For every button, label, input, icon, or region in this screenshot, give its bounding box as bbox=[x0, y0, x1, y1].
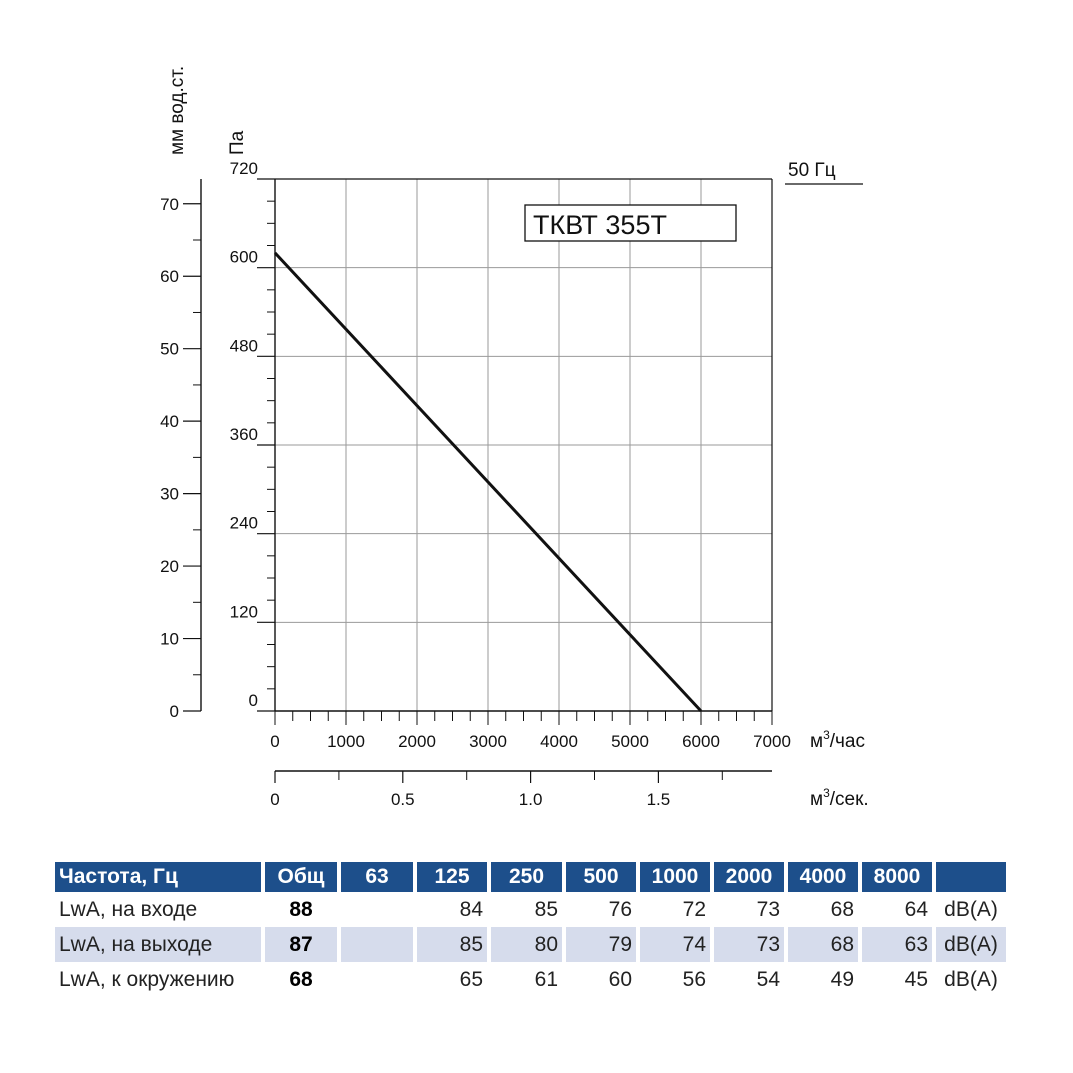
table-row: LwA, к окружению 68 65 61 60 56 54 49 45… bbox=[55, 962, 1006, 997]
model-label: ТКВТ 355Т bbox=[533, 210, 667, 240]
y-pa-unit-label: Па bbox=[227, 130, 248, 155]
y-left-tick-label: 30 bbox=[160, 485, 179, 504]
header-250: 250 bbox=[491, 862, 562, 892]
row-value: 45 bbox=[904, 967, 928, 991]
x-tick-label: 6000 bbox=[682, 732, 720, 751]
y-left-unit-label: мм вод.ст. bbox=[167, 66, 188, 155]
x2-tick-label: 1.5 bbox=[647, 790, 671, 809]
row-value bbox=[341, 892, 413, 927]
table-header-row: Частота, Гц Общ 63 125 250 500 1000 2000… bbox=[55, 862, 1006, 892]
row-unit: dB(A) bbox=[944, 897, 998, 921]
chart-labels: 0 1000 2000 3000 4000 5000 6000 700001202403604… bbox=[160, 159, 791, 809]
x-unit-label: м3/час bbox=[810, 728, 865, 752]
row-value: 76 bbox=[608, 897, 632, 921]
chart-axes bbox=[183, 178, 773, 783]
header-unit bbox=[936, 862, 1006, 892]
row-value: 68 bbox=[788, 927, 858, 962]
row-value: 74 bbox=[640, 927, 710, 962]
y-pa-tick-label: 240 bbox=[230, 514, 258, 533]
table-row: LwA, на выходе 87 85 80 79 74 73 68 63 d… bbox=[55, 927, 1006, 962]
y-left-tick-label: 50 bbox=[160, 340, 179, 359]
row-value bbox=[341, 962, 413, 997]
series-line bbox=[273, 251, 703, 713]
x2-tick-label: 0.5 bbox=[391, 790, 415, 809]
x-tick-label: 5000 bbox=[611, 732, 649, 751]
x-tick-label: 1000 bbox=[327, 732, 365, 751]
performance-curve bbox=[273, 251, 703, 713]
row-unit: dB(A) bbox=[936, 927, 1006, 962]
x-tick-label: 7000 bbox=[753, 732, 791, 751]
y-pa-tick-label: 120 bbox=[230, 602, 258, 621]
row-value: 56 bbox=[682, 967, 706, 991]
row-value: 64 bbox=[904, 897, 928, 921]
row-total: 68 bbox=[289, 967, 313, 991]
row-value: 65 bbox=[459, 967, 483, 991]
header-125: 125 bbox=[417, 862, 487, 892]
y-left-tick-label: 40 bbox=[160, 412, 179, 431]
y-pa-tick-label: 360 bbox=[230, 425, 258, 444]
x-tick-label: 3000 bbox=[469, 732, 507, 751]
y-left-tick-label: 20 bbox=[160, 557, 179, 576]
row-value: 85 bbox=[417, 927, 487, 962]
header-500: 500 bbox=[566, 862, 636, 892]
header-1000: 1000 bbox=[640, 862, 710, 892]
y-left-tick-label: 60 bbox=[160, 267, 179, 286]
x-tick-label: 4000 bbox=[540, 732, 578, 751]
header-63: 63 bbox=[341, 862, 413, 892]
row-value: 54 bbox=[756, 967, 780, 991]
row-total: 88 bbox=[289, 897, 313, 921]
header-8000: 8000 bbox=[862, 862, 932, 892]
x2-unit-label: м3/сек. bbox=[810, 786, 869, 810]
table-row: LwA, на входе 88 84 85 76 72 73 68 64 dB… bbox=[55, 892, 1006, 927]
y-pa-tick-label: 480 bbox=[230, 336, 258, 355]
row-value: 79 bbox=[566, 927, 636, 962]
x2-tick-label: 1.0 bbox=[519, 790, 543, 809]
x2-tick-label: 0 bbox=[270, 790, 279, 809]
y-pa-tick-label: 0 bbox=[249, 691, 258, 710]
row-unit: dB(A) bbox=[944, 967, 998, 991]
row-label: LwA, к окружению bbox=[59, 967, 235, 991]
model-box bbox=[524, 204, 737, 242]
frequency-label: 50 Гц bbox=[788, 160, 836, 181]
row-value: 61 bbox=[534, 967, 558, 991]
row-value bbox=[341, 927, 413, 962]
row-label: LwA, на выходе bbox=[55, 927, 261, 962]
row-value: 49 bbox=[830, 967, 854, 991]
row-value: 73 bbox=[714, 927, 784, 962]
chart-grid bbox=[274, 178, 773, 712]
row-total: 87 bbox=[265, 927, 337, 962]
row-value: 60 bbox=[608, 967, 632, 991]
y-left-tick-label: 10 bbox=[160, 630, 179, 649]
row-value: 68 bbox=[830, 897, 854, 921]
y-left-tick-label: 70 bbox=[160, 195, 179, 214]
y-pa-tick-label: 720 bbox=[230, 159, 258, 178]
sound-power-table: Частота, Гц Общ 63 125 250 500 1000 2000… bbox=[51, 862, 1010, 997]
row-label: LwA, на входе bbox=[59, 897, 198, 921]
row-value: 73 bbox=[756, 897, 780, 921]
row-value: 84 bbox=[459, 897, 483, 921]
row-value: 72 bbox=[682, 897, 706, 921]
header-frequency: Частота, Гц bbox=[55, 862, 261, 892]
fan-performance-chart: 0 1000 2000 3000 4000 5000 6000 700001202403604… bbox=[160, 66, 869, 810]
y-left-tick-label: 0 bbox=[170, 702, 179, 721]
header-2000: 2000 bbox=[714, 862, 784, 892]
header-4000: 4000 bbox=[788, 862, 858, 892]
header-total: Общ bbox=[265, 862, 337, 892]
row-value: 80 bbox=[491, 927, 562, 962]
row-value: 85 bbox=[534, 897, 558, 921]
row-value: 63 bbox=[862, 927, 932, 962]
y-pa-tick-label: 600 bbox=[230, 248, 258, 267]
x-tick-label: 0 bbox=[270, 732, 279, 751]
x-tick-label: 2000 bbox=[398, 732, 436, 751]
